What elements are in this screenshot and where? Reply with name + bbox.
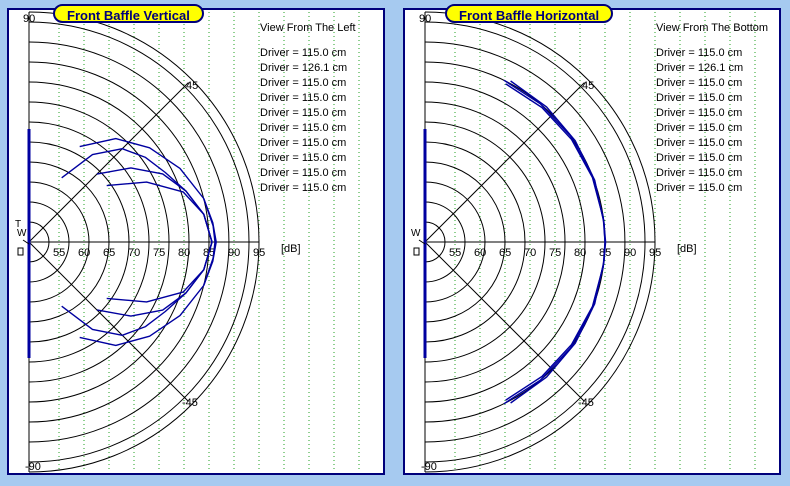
legend-entry: Driver = 115.0 cm [656, 92, 743, 104]
radial-unit-label: [dB] [281, 243, 301, 255]
series-line-3 [510, 80, 606, 404]
radial-tick-label: 80 [178, 247, 190, 259]
driver-marker: W [411, 228, 421, 239]
axis-45deg [28, 82, 189, 243]
view-label: View From The Left [260, 22, 356, 34]
radial-tick-label: 70 [524, 247, 536, 259]
radial-tick-label: 75 [153, 247, 165, 259]
angle-label-90: 90 [23, 13, 35, 25]
legend: View From The Bottom Driver = 115.0 cm D… [656, 21, 768, 196]
radial-unit-label: [dB] [677, 243, 697, 255]
view-label: View From The Bottom [656, 22, 769, 34]
radial-tick-label: 95 [649, 247, 661, 259]
legend-entry: Driver = 115.0 cm [260, 47, 347, 59]
angle-label-minus90: -90 [421, 461, 437, 473]
legend-entry: Driver = 115.0 cm [656, 47, 743, 59]
angle-label-45: 45 [186, 80, 198, 92]
axis-minus45deg [28, 241, 189, 402]
legend-entry: Driver = 126.1 cm [656, 62, 744, 74]
legend-entry: Driver = 115.0 cm [656, 107, 743, 119]
legend-entry: Driver = 115.0 cm [260, 77, 347, 89]
radial-tick-label: 75 [549, 247, 561, 259]
legend: View From The Left Driver = 115.0 cm Dri… [260, 21, 356, 196]
legend-entry: Driver = 115.0 cm [656, 182, 743, 194]
driver-marker: W [17, 228, 27, 239]
radial-tick-label: 90 [228, 247, 240, 259]
radial-tick-label: 55 [53, 247, 65, 259]
series-line-5 [203, 198, 217, 286]
legend-entry: Driver = 115.0 cm [260, 182, 347, 194]
radial-tick-label: 60 [78, 247, 90, 259]
radial-tick-label: 80 [574, 247, 586, 259]
legend-entry: Driver = 115.0 cm [656, 167, 743, 179]
polar-panel-horizontal: 55 60 65 70 75 80 85 90 95 [dB] 90 45 -45 -90 W Front … [403, 4, 781, 475]
series-line-4 [61, 148, 213, 336]
legend-entry: Driver = 115.0 cm [656, 137, 743, 149]
radial-tick-label: 90 [624, 247, 636, 259]
radial-tick-label: 95 [253, 247, 265, 259]
radial-tick-label: 70 [128, 247, 140, 259]
angle-label-minus45: -45 [182, 397, 198, 409]
legend-entry: Driver = 115.0 cm [260, 122, 347, 134]
radial-tick-label: 55 [449, 247, 461, 259]
radial-tick-label: 65 [499, 247, 511, 259]
axis-minus45deg [424, 241, 585, 402]
legend-entry: Driver = 126.1 cm [260, 62, 348, 74]
radial-tick-label: 65 [103, 247, 115, 259]
angle-label-45: 45 [582, 80, 594, 92]
series-line-1 [79, 137, 216, 347]
angle-label-minus90: -90 [25, 461, 41, 473]
driver-marker: T [15, 219, 21, 230]
angle-label-minus45: -45 [578, 397, 594, 409]
legend-entry: Driver = 115.0 cm [260, 167, 347, 179]
legend-entry: Driver = 115.0 cm [260, 137, 347, 149]
radial-tick-label: 60 [474, 247, 486, 259]
polar-panel-vertical: 55 60 65 70 75 80 85 90 95 [dB] 90 45 -45 -90 T W Front… [7, 4, 385, 475]
legend-entry: Driver = 115.0 cm [656, 77, 743, 89]
driver-box-icon [413, 247, 420, 256]
driver-pointer [22, 239, 30, 245]
axis-45deg [424, 82, 585, 243]
legend-entry: Driver = 115.0 cm [260, 92, 347, 104]
panel-title: Front Baffle Vertical [53, 4, 204, 23]
driver-box-icon [17, 247, 24, 256]
angle-label-90: 90 [419, 13, 431, 25]
legend-entry: Driver = 115.0 cm [260, 107, 347, 119]
legend-entry: Driver = 115.0 cm [656, 122, 743, 134]
legend-entry: Driver = 115.0 cm [260, 152, 347, 164]
driver-pointer [418, 239, 426, 245]
panel-title: Front Baffle Horizontal [445, 4, 614, 23]
legend-entry: Driver = 115.0 cm [656, 152, 743, 164]
